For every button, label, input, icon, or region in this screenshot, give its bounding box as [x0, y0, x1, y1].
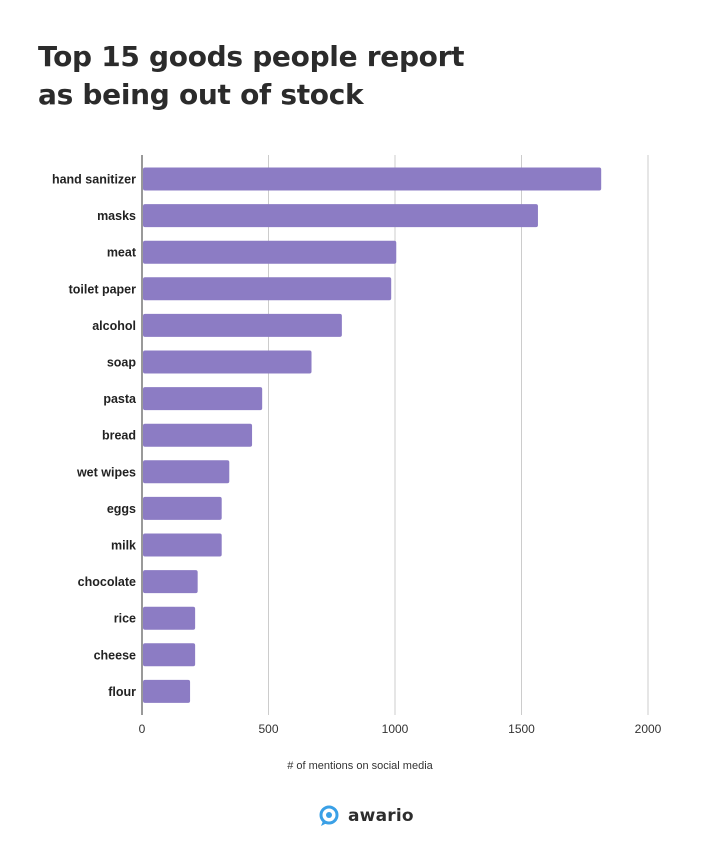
chart-title-line-1: Top 15 goods people report: [38, 40, 465, 73]
bar: [143, 606, 196, 630]
bar: [143, 167, 602, 191]
x-tick-label: 0: [139, 722, 146, 736]
category-label: meat: [107, 246, 137, 260]
bar: [143, 387, 263, 411]
category-label: masks: [97, 209, 136, 223]
bar: [143, 423, 253, 447]
x-tick-label: 2000: [635, 722, 662, 736]
bar: [143, 350, 312, 374]
bar: [143, 313, 342, 337]
x-tick-label: 500: [258, 722, 278, 736]
category-label: wet wipes: [76, 465, 136, 479]
bar: [143, 679, 191, 703]
category-label: pasta: [103, 392, 137, 406]
bar: [143, 570, 198, 594]
brand-logo: awario: [318, 803, 414, 829]
bar-chart: 0 500 1000 1500 2000 hand sanitizer masks meat t…: [52, 155, 662, 772]
category-label: rice: [114, 612, 136, 626]
x-axis-label: # of mentions on social media: [287, 760, 433, 772]
bar: [143, 533, 222, 557]
category-label: eggs: [107, 502, 136, 516]
category-label: cheese: [94, 648, 136, 662]
bar: [143, 643, 196, 667]
category-label: milk: [111, 539, 136, 553]
x-tick-label: 1500: [508, 722, 535, 736]
category-label: chocolate: [78, 575, 136, 589]
category-label: flour: [108, 685, 136, 699]
chart-title-line-2: as being out of stock: [38, 78, 364, 111]
bar: [143, 496, 222, 520]
bar: [143, 277, 392, 301]
bar: [143, 204, 538, 228]
awario-logo-icon: [319, 805, 339, 826]
category-label: alcohol: [92, 319, 136, 333]
category-label: toilet paper: [69, 282, 137, 296]
bar: [143, 240, 397, 264]
x-tick-label: 1000: [382, 722, 409, 736]
chart-title: Top 15 goods people report as being out …: [38, 38, 558, 114]
category-label: bread: [102, 429, 136, 443]
bar: [143, 460, 230, 484]
category-label: hand sanitizer: [52, 173, 136, 187]
brand-name: awario: [348, 806, 414, 826]
category-label: soap: [107, 356, 137, 370]
